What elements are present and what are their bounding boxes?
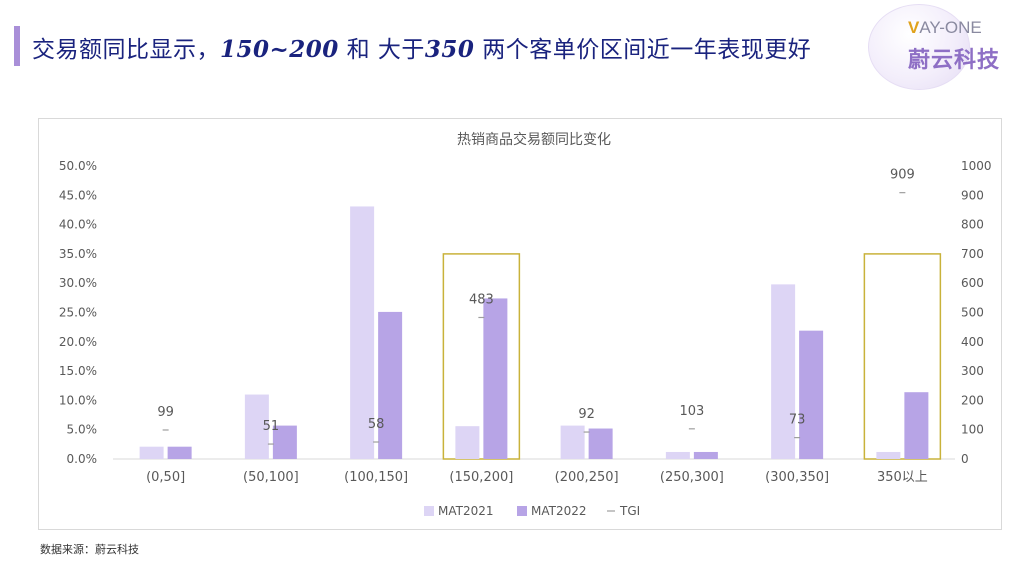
bar-mat2021 xyxy=(139,446,164,459)
y-right-tick-label: 800 xyxy=(961,218,984,232)
y-right-tick-label: 900 xyxy=(961,188,984,202)
logo-bubble-icon xyxy=(868,4,970,90)
logo-english-name: VAY-ONE xyxy=(908,18,982,37)
y-right-tick-label: 0 xyxy=(961,452,969,466)
y-right-tick-label: 500 xyxy=(961,306,984,320)
company-logo: VAY-ONE 蔚云科技 xyxy=(868,4,999,90)
bar-mat2022 xyxy=(799,330,824,459)
tgi-data-label: 483 xyxy=(469,292,494,307)
chart-title: 热销商品交易额同比变化 xyxy=(457,131,611,148)
tgi-data-label: 909 xyxy=(890,168,915,183)
x-tick-label: (300,350] xyxy=(765,470,829,485)
bar-mat2022 xyxy=(693,451,718,459)
tgi-data-label: 51 xyxy=(263,419,280,434)
y-left-tick-label: 20.0% xyxy=(59,335,97,349)
title-text-post: 两个客单价区间近一年表现更好 xyxy=(474,37,812,63)
y-left-tick-label: 35.0% xyxy=(59,247,97,261)
y-right-tick-label: 400 xyxy=(961,335,984,349)
y-left-tick-label: 25.0% xyxy=(59,306,97,320)
y-right-tick-label: 600 xyxy=(961,276,984,290)
chart-svg: 热销商品交易额同比变化 0.0% 5.0% 10.0% 15.0% 20.0% 25.0% 3… xyxy=(59,131,992,518)
y-left-tick-label: 10.0% xyxy=(59,393,97,407)
bar-mat2021 xyxy=(350,206,375,459)
tgi-data-label: 73 xyxy=(789,413,806,428)
y-left-tick-label: 45.0% xyxy=(59,188,97,202)
x-tick-label: (200,250] xyxy=(555,470,619,485)
bar-mat2022 xyxy=(272,425,297,459)
data-source-note: 数据来源：蔚云科技 xyxy=(40,543,139,556)
title-highlight-range: 150~200 xyxy=(220,36,339,63)
highlight-box xyxy=(863,253,942,460)
highlight-box xyxy=(442,253,521,460)
title-highlight-value: 350 xyxy=(424,36,475,63)
logo-chinese-name: 蔚云科技 xyxy=(908,48,1001,73)
legend-label-tgi: TGI xyxy=(619,504,640,518)
legend-swatch-mat2021 xyxy=(424,506,434,516)
y-left-tick-label: 5.0% xyxy=(67,423,98,437)
y-left-tick-label: 15.0% xyxy=(59,364,97,378)
bar-mat2021 xyxy=(244,394,269,459)
bar-mat2022 xyxy=(167,446,192,459)
x-tick-label: (250,300] xyxy=(660,470,724,485)
tgi-data-label: 103 xyxy=(679,404,704,419)
page-title: 交易额同比显示，150~200 和 大于350 两个客单价区间近一年表现更好 xyxy=(32,30,811,64)
tgi-data-label: 99 xyxy=(157,405,174,420)
y-right-tick-label: 300 xyxy=(961,364,984,378)
chart-container: 热销商品交易额同比变化 0.0% 5.0% 10.0% 15.0% 20.0% 25.0% 3… xyxy=(38,118,1002,530)
y-right-tick-label: 700 xyxy=(961,247,984,261)
tgi-data-label: 92 xyxy=(578,407,595,422)
bar-mat2022 xyxy=(483,298,508,459)
x-tick-label: 350以上 xyxy=(877,470,928,485)
bar-mat2022 xyxy=(588,428,613,459)
y-left-tick-label: 30.0% xyxy=(59,276,97,290)
title-accent-bar xyxy=(14,26,20,66)
y-right-tick-label: 200 xyxy=(961,393,984,407)
x-tick-label: (100,150] xyxy=(344,470,408,485)
legend-label-mat2022: MAT2022 xyxy=(531,504,587,518)
x-tick-label: (150,200] xyxy=(449,470,513,485)
bar-mat2022 xyxy=(904,392,929,459)
title-text-pre: 交易额同比显示， xyxy=(32,37,220,63)
legend-label-mat2021: MAT2021 xyxy=(438,504,494,518)
x-tick-label: (50,100] xyxy=(243,470,299,485)
x-tick-label: (0,50] xyxy=(146,470,185,485)
bar-mat2021 xyxy=(876,451,901,459)
y-right-tick-label: 100 xyxy=(961,423,984,437)
legend-swatch-mat2022 xyxy=(517,506,527,516)
y-left-tick-label: 50.0% xyxy=(59,159,97,173)
y-right-tick-label: 1000 xyxy=(961,159,992,173)
tgi-data-label: 58 xyxy=(368,417,385,432)
bar-mat2021 xyxy=(771,284,796,459)
y-left-tick-label: 40.0% xyxy=(59,218,97,232)
bar-mat2021 xyxy=(455,426,480,459)
bar-mat2022 xyxy=(378,311,403,459)
bar-mat2021 xyxy=(560,425,585,459)
bar-mat2021 xyxy=(665,451,690,459)
title-text-mid: 和 大于 xyxy=(338,37,425,63)
y-left-tick-label: 0.0% xyxy=(67,452,98,466)
